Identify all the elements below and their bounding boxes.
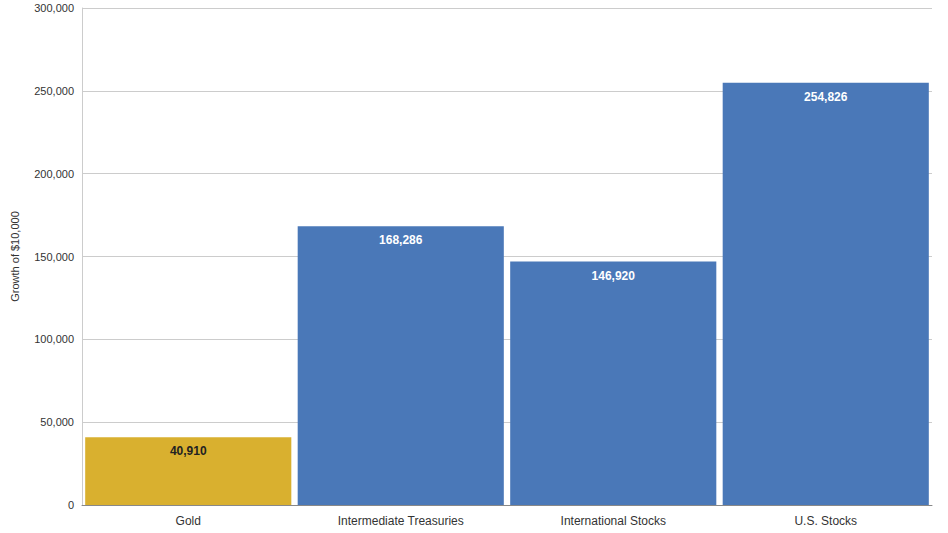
svg-text:100,000: 100,000 bbox=[34, 333, 74, 345]
svg-text:200,000: 200,000 bbox=[34, 168, 74, 180]
svg-text:146,920: 146,920 bbox=[592, 269, 636, 283]
svg-text:40,910: 40,910 bbox=[170, 444, 207, 458]
svg-text:300,000: 300,000 bbox=[34, 2, 74, 14]
svg-text:50,000: 50,000 bbox=[40, 416, 74, 428]
svg-text:U.S. Stocks: U.S. Stocks bbox=[794, 514, 857, 528]
svg-text:0: 0 bbox=[68, 499, 74, 511]
svg-text:Growth of $10,000: Growth of $10,000 bbox=[9, 211, 21, 302]
svg-text:254,826: 254,826 bbox=[804, 90, 848, 104]
svg-text:International Stocks: International Stocks bbox=[561, 514, 666, 528]
svg-text:Intermediate Treasuries: Intermediate Treasuries bbox=[338, 514, 464, 528]
svg-text:250,000: 250,000 bbox=[34, 85, 74, 97]
svg-text:Gold: Gold bbox=[176, 514, 201, 528]
svg-text:150,000: 150,000 bbox=[34, 251, 74, 263]
svg-text:168,286: 168,286 bbox=[379, 233, 423, 247]
